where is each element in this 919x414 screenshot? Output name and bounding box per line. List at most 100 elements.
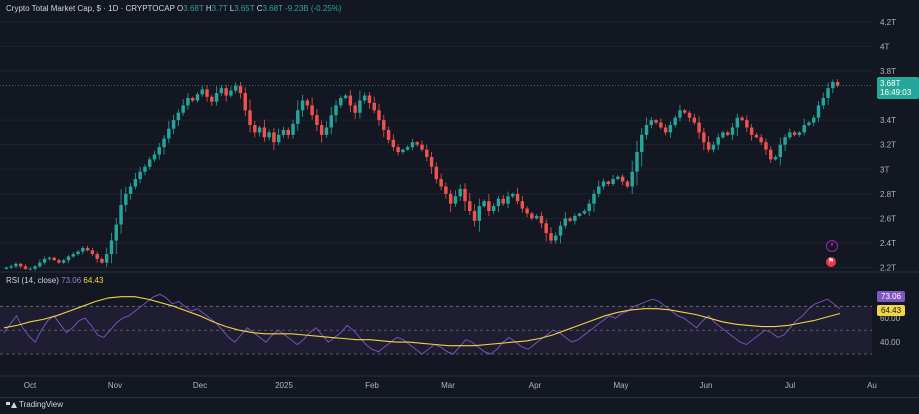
candle-body (802, 125, 806, 133)
rsi-band-fill (0, 306, 872, 355)
tradingview-brand[interactable]: TradingView (6, 400, 63, 409)
candle-body (530, 213, 534, 219)
candle-body (167, 128, 171, 139)
candle-body (683, 110, 687, 113)
candle-body (749, 127, 754, 135)
candle-body (788, 132, 792, 138)
candle-body (4, 267, 9, 269)
candle-body (434, 166, 439, 180)
candle-body (706, 142, 711, 150)
last-price-value: 3.68T (880, 79, 901, 88)
time-tick-label: Apr (529, 381, 542, 390)
candle-body (582, 211, 587, 214)
candle-body (391, 139, 396, 148)
candle-body (90, 250, 95, 255)
price-tick-label: 4T (880, 42, 889, 51)
price-tick-label: 4.2T (880, 18, 896, 27)
candle-body (57, 260, 61, 263)
candle-body (506, 196, 510, 204)
candle-body (358, 100, 362, 113)
candle-body (66, 256, 71, 261)
candle-body (501, 198, 505, 204)
candle-body (420, 144, 424, 150)
candle-body (19, 263, 23, 267)
candle-body (382, 120, 386, 130)
candle-body (663, 127, 668, 133)
candle-body (496, 198, 501, 207)
price-tick-label: 3T (880, 165, 889, 174)
candle-body (147, 159, 152, 167)
rsi-label: RSI (14, close) (6, 276, 59, 285)
candle-body (482, 201, 486, 207)
candle-body (606, 181, 611, 184)
candle-body (133, 179, 138, 187)
candle-body (362, 95, 367, 101)
rsi-line (3, 293, 841, 355)
candle-body (821, 98, 825, 106)
candle-body (329, 115, 333, 128)
price-tick-label: 2.4T (880, 239, 896, 248)
candle-body (740, 117, 744, 121)
symbol-title[interactable]: Crypto Total Market Cap, $ · 1D · CRYPTO… (6, 4, 175, 13)
candle-body (291, 123, 295, 135)
rsi-header[interactable]: RSI (14, close) 73.06 64.43 (6, 276, 103, 285)
candle-body (205, 89, 209, 97)
candle-body (28, 268, 32, 270)
price-candles (4, 79, 840, 271)
candle-body (305, 100, 310, 106)
candle-body (109, 240, 114, 255)
candle-body (654, 120, 658, 123)
candle-body (520, 201, 525, 209)
rsi-ma-line (3, 296, 841, 347)
candle-body (300, 100, 305, 111)
candle-body (726, 132, 730, 135)
candle-body (334, 105, 338, 116)
candle-body (692, 117, 697, 123)
candle-body (267, 132, 271, 138)
candle-body (377, 110, 381, 121)
candle-body (587, 203, 591, 212)
candle-body (687, 112, 692, 118)
candle-body (563, 218, 568, 226)
candle-body (812, 117, 816, 123)
candle-body (783, 137, 787, 145)
candle-body (702, 132, 706, 143)
candle-body (238, 85, 243, 94)
candle-body (186, 98, 190, 106)
candle-body (439, 179, 443, 187)
us-flag-icon[interactable]: ⚑ (826, 257, 836, 267)
candle-body (348, 95, 353, 106)
rsi-value-badge: 73.06 (877, 291, 906, 302)
tradingview-logo-icon (6, 401, 17, 409)
price-axis: 4.2T 4T 3.8T 3.4T 3.2T 3T 2.8T 2.6T 2.4T 2.2T (880, 18, 896, 273)
candle-body (477, 206, 482, 221)
candle-body (190, 98, 195, 101)
candle-body (253, 125, 257, 133)
candle-body (81, 247, 85, 252)
candle-body (448, 193, 453, 204)
candle-body (453, 196, 458, 204)
candle-body (219, 88, 224, 94)
candle-body (257, 127, 262, 133)
rsi-ma-value: 64.43 (83, 276, 104, 285)
candle-body (85, 247, 90, 251)
candle-body (47, 257, 52, 259)
candle-body (721, 132, 725, 138)
candle-body (415, 142, 419, 145)
candle-body (573, 215, 577, 221)
candle-body (835, 82, 840, 86)
candle-body (444, 186, 448, 194)
brand-label: TradingView (19, 400, 64, 409)
candle-body (678, 110, 682, 118)
candle-body (649, 120, 654, 126)
lightning-icon[interactable]: ⚡ (826, 240, 838, 252)
time-axis: Oct Nov Dec 2025 Feb Mar Apr May Jun Jul Au (0, 375, 919, 390)
change-value: -9.23B (-0.25%) (285, 4, 342, 13)
candle-body (262, 127, 267, 138)
candle-body (807, 122, 811, 126)
candle-body (468, 201, 472, 212)
candle-body (458, 188, 462, 197)
candle-body (324, 127, 329, 135)
rsi-tick-label: 60.00 (880, 314, 901, 323)
